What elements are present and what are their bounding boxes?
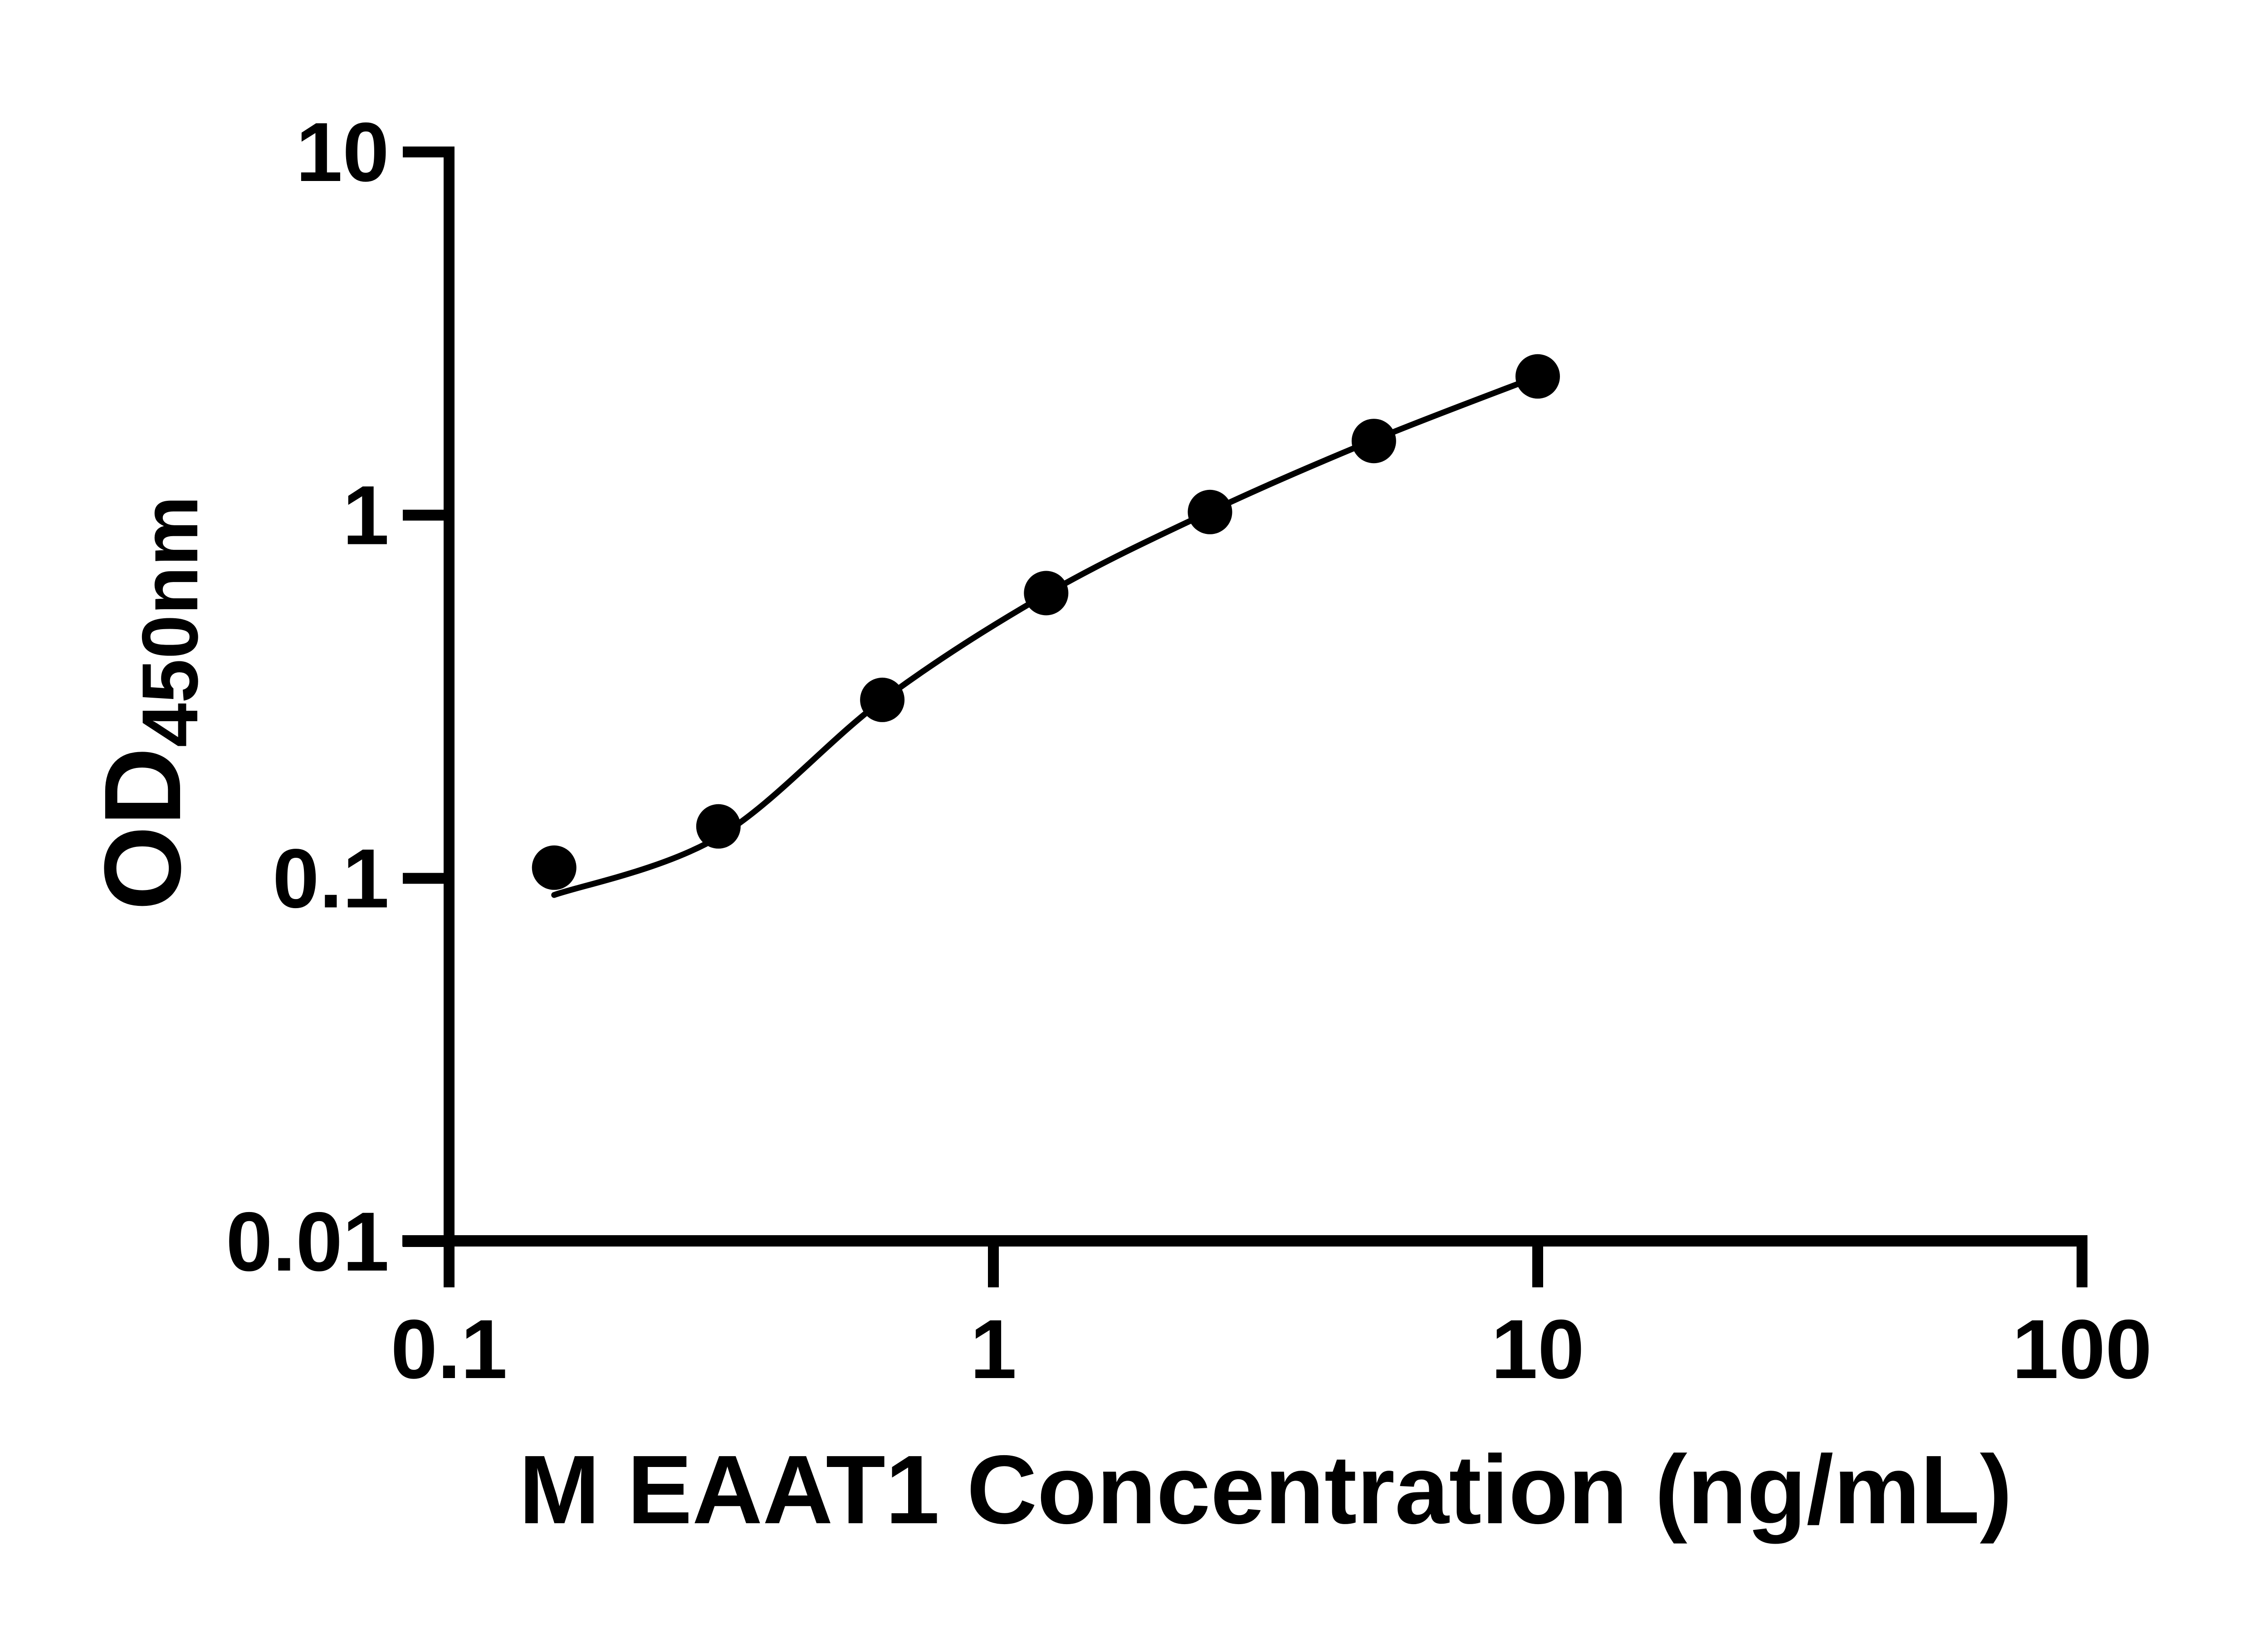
data-point-marker	[1188, 489, 1232, 534]
y-tick-mark	[403, 509, 449, 521]
y-axis-line	[444, 147, 455, 1247]
y-tick-mark	[403, 147, 449, 157]
data-point-marker	[860, 677, 905, 722]
y-axis-title-main: OD	[82, 747, 203, 910]
y-tick-label: 10	[296, 106, 389, 199]
x-tick-label: 10	[1491, 1303, 1584, 1396]
x-tick-label: 100	[2012, 1303, 2152, 1396]
x-axis-ticks: 0.1 1 10 100	[391, 1247, 2152, 1396]
x-axis-title: M EAAT1 Concentration (ng/mL)	[519, 1435, 2013, 1544]
y-tick-label: 0.01	[226, 1195, 389, 1289]
x-tick-mark	[444, 1247, 455, 1287]
y-tick-mark	[403, 873, 449, 884]
x-tick-mark	[2077, 1247, 2087, 1287]
y-axis-ticks: 10 1 0.1 0.01	[226, 106, 449, 1289]
data-point-marker	[1515, 354, 1560, 399]
x-tick-mark	[988, 1247, 999, 1287]
x-tick-label: 0.1	[391, 1303, 507, 1396]
data-point-marker	[696, 804, 741, 849]
data-points	[532, 354, 1560, 890]
x-axis-line	[402, 1235, 2087, 1247]
data-point-marker	[1024, 571, 1069, 616]
x-tick-label: 1	[970, 1303, 1017, 1396]
y-axis-title: OD450nm	[82, 496, 215, 910]
x-tick-mark	[1532, 1247, 1543, 1287]
data-point-marker	[1351, 419, 1396, 464]
data-point-marker	[532, 845, 577, 890]
y-tick-label: 1	[342, 469, 389, 562]
y-axis-title-subscript: 450nm	[126, 496, 215, 747]
y-tick-label: 0.1	[273, 832, 389, 925]
